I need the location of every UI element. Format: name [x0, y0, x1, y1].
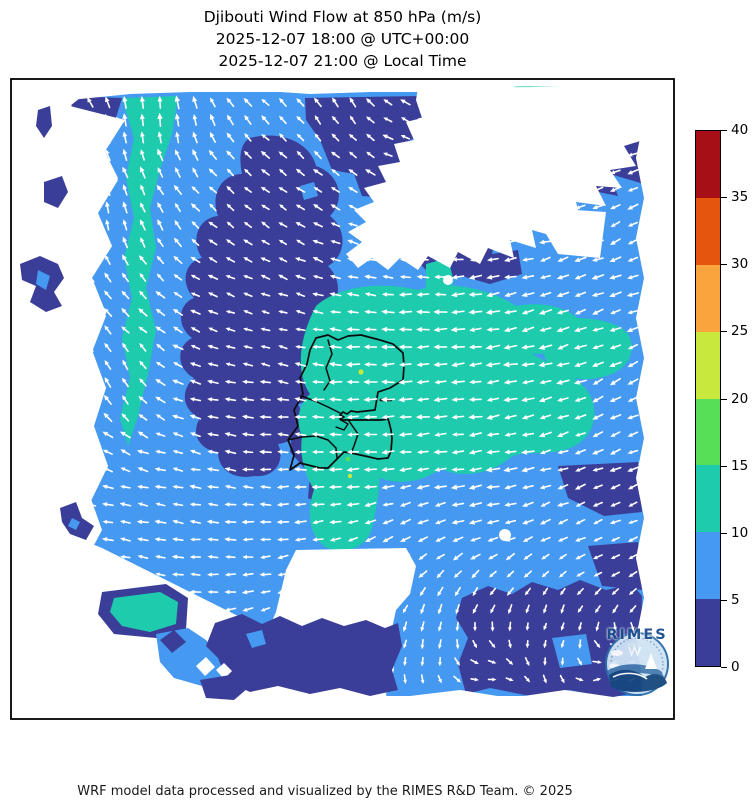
chart-title: Djibouti Wind Flow at 850 hPa (m/s) [203, 8, 482, 26]
colorbar-tick-label: 35 [731, 189, 749, 206]
wind-field-canvas [10, 78, 675, 720]
colorbar-tick [721, 331, 727, 333]
rimes-logo: RIMES [595, 627, 679, 716]
axes-frame [10, 78, 675, 720]
colorbar-tick [721, 398, 727, 400]
colorbar-tick-label: 25 [731, 323, 749, 340]
colorbar-tick-label: 10 [731, 524, 749, 541]
colorbar-segment [696, 599, 720, 666]
title-block: Djibouti Wind Flow at 850 hPa (m/s) 2025… [10, 6, 675, 72]
colorbar-segment [696, 398, 720, 466]
wind-map: RIMES [10, 78, 675, 720]
colorbar-tick [721, 197, 727, 199]
data-islands [20, 106, 402, 700]
colorbar-segment [696, 131, 720, 198]
colorbar-tick-label: 30 [731, 256, 749, 273]
colorbar-tick-label: 5 [731, 591, 740, 608]
chart-subtitle-local: 2025-12-07 21:00 @ Local Time [218, 52, 467, 70]
no-data-mask [10, 78, 675, 720]
rimes-logo-icon [605, 632, 669, 696]
colorbar-tick [721, 264, 727, 266]
colorbar-tick-label: 20 [731, 390, 749, 407]
colorbar-segment [696, 532, 720, 600]
colorbar: 0 5 10 15 20 25 30 35 40 [695, 122, 755, 675]
colorbar-tick [721, 599, 727, 601]
rimes-logo-text: RIMES [606, 627, 668, 643]
colorbar-segment [696, 465, 720, 533]
colorbar-gradient [695, 130, 721, 667]
colorbar-tick [721, 667, 727, 668]
colorbar-segment [696, 197, 720, 265]
colorbar-tick [721, 130, 727, 131]
colorbar-tick [721, 532, 727, 534]
colorbar-tick [721, 465, 727, 467]
colorbar-tick-label: 15 [731, 457, 749, 474]
colorbar-segment [696, 264, 720, 332]
colorbar-tick-label: 0 [731, 659, 740, 675]
credit-text: WRF model data processed and visualized … [77, 784, 573, 799]
colorbar-tick-label: 40 [731, 122, 749, 138]
colorbar-segment [696, 331, 720, 399]
chart-subtitle-utc: 2025-12-07 18:00 @ UTC+00:00 [215, 30, 470, 48]
